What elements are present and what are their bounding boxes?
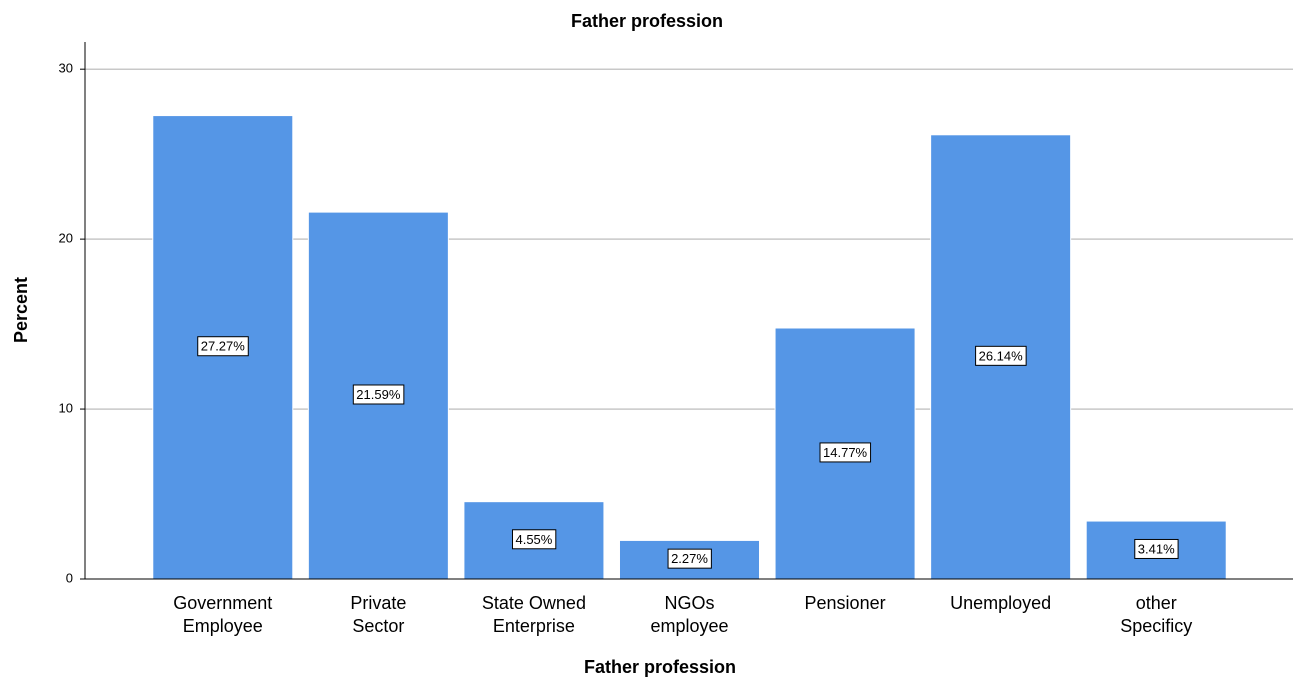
value-label: 21.59% xyxy=(352,384,405,405)
value-label-text: 2.27% xyxy=(671,551,708,566)
x-tick-label: Specificy xyxy=(1120,616,1192,636)
value-label: 27.27% xyxy=(197,336,249,357)
x-tick-label: Sector xyxy=(352,616,404,636)
x-tick-label: employee xyxy=(650,616,728,636)
value-label: 4.55% xyxy=(511,529,557,550)
x-axis-label: Father profession xyxy=(584,657,736,677)
value-label-text: 27.27% xyxy=(201,339,246,354)
value-label-box xyxy=(975,345,1027,366)
value-label-text: 3.41% xyxy=(1138,541,1175,556)
value-label-box xyxy=(352,384,405,405)
value-label-text: 4.55% xyxy=(515,532,552,547)
value-label: 26.14% xyxy=(975,345,1027,366)
y-axis-label: Percent xyxy=(11,277,31,343)
chart-title: Father profession xyxy=(571,11,723,31)
x-tick-label: other xyxy=(1136,593,1177,613)
value-label-text: 14.77% xyxy=(823,445,868,460)
value-label-box xyxy=(819,442,872,463)
value-label-box xyxy=(1134,538,1179,559)
y-tick-label: 20 xyxy=(59,231,73,246)
x-tick-label: Pensioner xyxy=(805,593,886,613)
value-label-box xyxy=(511,529,557,550)
x-tick-label: State Owned xyxy=(482,593,586,613)
value-label-box xyxy=(667,548,712,569)
value-label: 3.41% xyxy=(1134,538,1179,559)
value-label: 2.27% xyxy=(667,548,712,569)
y-tick-label: 0 xyxy=(66,570,73,585)
value-label: 14.77% xyxy=(819,442,872,463)
value-label-text: 21.59% xyxy=(356,387,401,402)
x-tick-label: NGOs xyxy=(664,593,714,613)
value-label-box xyxy=(197,336,249,357)
x-tick-label: Private xyxy=(350,593,406,613)
x-tick-label: Government xyxy=(173,593,272,613)
y-tick-label: 10 xyxy=(59,401,73,416)
y-tick-label: 30 xyxy=(59,61,73,76)
value-label-text: 26.14% xyxy=(979,348,1024,363)
x-tick-label: Enterprise xyxy=(493,616,575,636)
x-tick-label: Employee xyxy=(183,616,263,636)
x-tick-label: Unemployed xyxy=(950,593,1051,613)
